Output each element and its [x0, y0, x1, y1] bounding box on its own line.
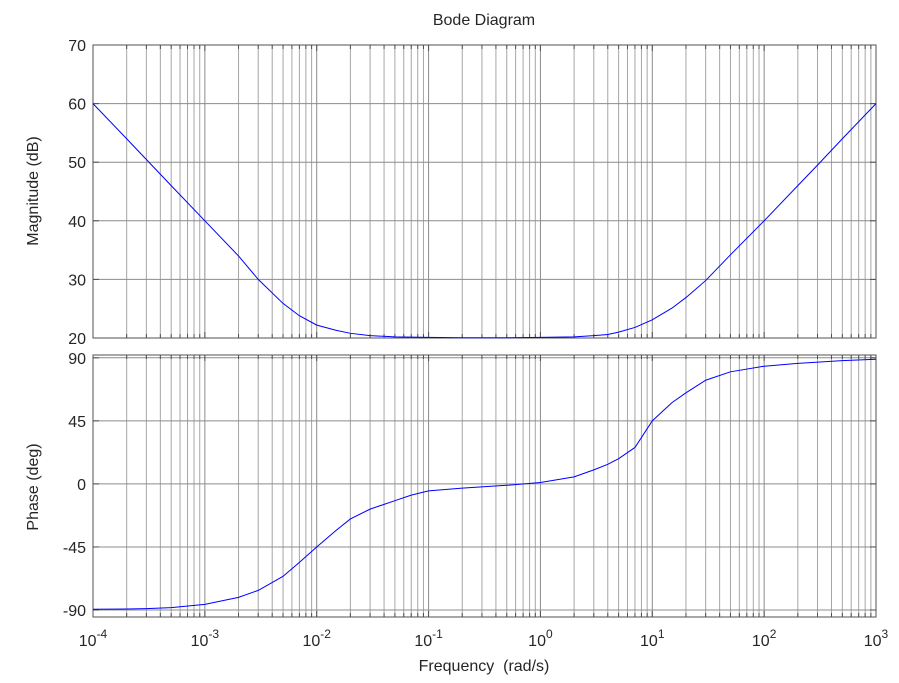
phase-series-line — [92, 358, 877, 610]
y-tick-label: -90 — [63, 603, 86, 620]
x-axis-label: Frequency (rad/s) — [419, 658, 550, 675]
y-tick-label: 70 — [68, 38, 86, 55]
magnitude-panel: 20 30 40 50 60 70 Magnitude (dB) — [25, 38, 877, 348]
y-tick-label: 90 — [68, 351, 86, 368]
x-tick-label: 100 — [528, 627, 553, 650]
y-tick-label: 20 — [68, 331, 86, 348]
y-tick-label: 45 — [68, 414, 86, 431]
x-tick-label: 103 — [864, 627, 889, 650]
phase-y-axis-label: Phase (deg) — [25, 443, 42, 530]
magnitude-grid — [92, 44, 876, 339]
chart-title: Bode Diagram — [433, 12, 535, 29]
x-tick-label: 10-1 — [414, 627, 443, 650]
y-tick-label: 0 — [77, 477, 86, 494]
y-tick-label: -45 — [63, 540, 86, 557]
y-tick-label: 50 — [68, 155, 86, 172]
phase-panel: -90 -45 0 45 90 Phase (deg) — [25, 351, 877, 620]
magnitude-y-axis-label: Magnitude (dB) — [25, 136, 42, 245]
magnitude-series-line — [92, 103, 877, 339]
phase-axes-frame — [92, 354, 877, 618]
x-tick-label: 10-4 — [79, 627, 108, 650]
x-tick-labels: 10-4 10-3 10-2 10-1 100 101 102 103 — [79, 627, 889, 650]
x-tick-label: 101 — [640, 627, 665, 650]
magnitude-y-ticks: 20 30 40 50 60 70 — [68, 38, 876, 348]
phase-y-ticks: -90 -45 0 45 90 — [63, 351, 876, 620]
y-tick-label: 60 — [68, 97, 86, 114]
x-tick-label: 10-2 — [302, 627, 331, 650]
x-tick-label: 10-3 — [191, 627, 220, 650]
x-tick-label: 102 — [752, 627, 777, 650]
y-tick-label: 40 — [68, 214, 86, 231]
y-tick-label: 30 — [68, 272, 86, 289]
